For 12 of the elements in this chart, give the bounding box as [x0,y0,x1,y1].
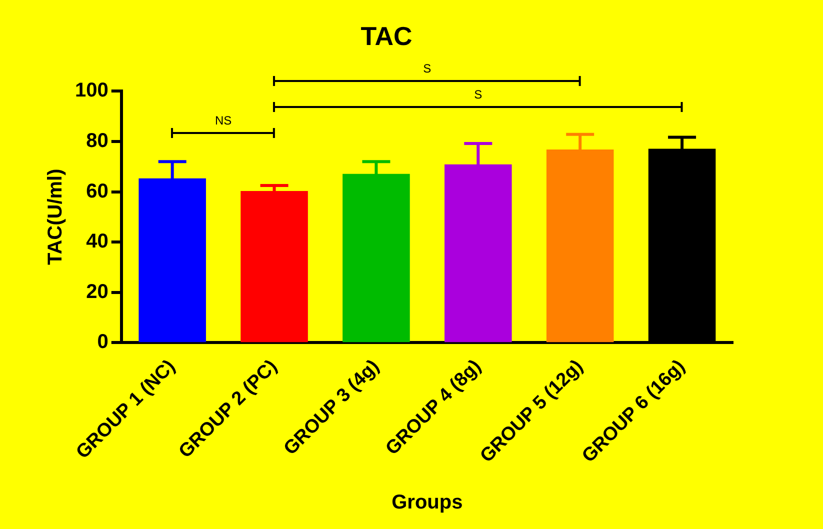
y-tick-label: 40 [86,230,108,253]
text: S [423,62,432,76]
y-tick-label: 60 [86,180,108,202]
y-tick-label: 20 [86,280,108,303]
chart-title: TAC [360,20,412,51]
y-tick-label: 100 [74,80,108,102]
annotation: S [474,88,482,102]
y-axis-title: TAC(U/ml) [44,168,67,266]
annotation: NS [214,114,232,128]
y-tick-label: 80 [86,130,108,152]
x-axis-title: Groups [392,492,463,514]
y-tick-label: 0 [97,331,108,354]
